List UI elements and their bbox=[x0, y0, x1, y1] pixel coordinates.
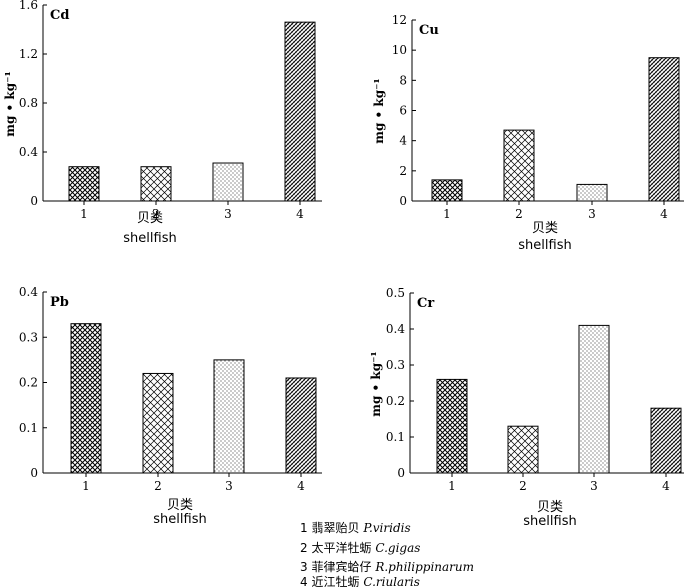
bar-2 bbox=[142, 372, 174, 474]
y-tick-label: 4 bbox=[399, 134, 407, 148]
y-tick-label: 0.4 bbox=[19, 145, 38, 159]
legend-item-1: 1 翡翠贻贝 P.viridis bbox=[300, 521, 411, 535]
y-tick-label: 8 bbox=[399, 73, 407, 87]
y-tick-label: 0.2 bbox=[19, 376, 38, 390]
x-axis-label-en: shellfish bbox=[153, 512, 206, 527]
bar-1 bbox=[431, 179, 463, 202]
x-tick-label: 3 bbox=[224, 207, 232, 221]
y-tick-label: 1.2 bbox=[19, 47, 38, 61]
x-axis-label-zh: 贝类 bbox=[537, 500, 563, 515]
panel-label: Cd bbox=[50, 8, 69, 23]
x-tick-label: 2 bbox=[515, 207, 523, 221]
y-tick-label: 0 bbox=[397, 466, 405, 480]
y-tick-label: 0.2 bbox=[386, 394, 405, 408]
bar-3 bbox=[213, 359, 245, 474]
x-axis-label-zh: 贝类 bbox=[532, 221, 558, 236]
y-axis-label: mg • kg⁻¹ bbox=[369, 351, 383, 416]
bar-1 bbox=[70, 323, 102, 474]
x-tick-label: 2 bbox=[154, 479, 162, 493]
x-tick-label: 3 bbox=[590, 479, 598, 493]
x-tick-label: 1 bbox=[80, 207, 88, 221]
y-tick-label: 0.1 bbox=[386, 430, 405, 444]
legend-item-4: 4 近江牡蛎 C.riularis bbox=[300, 574, 420, 587]
x-tick-label: 1 bbox=[443, 207, 451, 221]
x-tick-label: 3 bbox=[588, 207, 596, 221]
y-tick-label: 0 bbox=[399, 194, 407, 208]
bar-4 bbox=[285, 377, 317, 474]
x-tick-label: 2 bbox=[519, 479, 527, 493]
panel-label: Pb bbox=[50, 295, 69, 310]
x-axis-label-zh: 贝类 bbox=[167, 498, 193, 513]
y-tick-label: 2 bbox=[399, 164, 407, 178]
x-tick-label: 2 bbox=[152, 207, 160, 221]
bar-3 bbox=[212, 162, 244, 202]
bar-3 bbox=[576, 183, 608, 202]
bar-4 bbox=[284, 21, 316, 202]
x-tick-label: 4 bbox=[662, 479, 670, 493]
y-axis-label: mg • kg⁻¹ bbox=[372, 78, 386, 143]
bar-3 bbox=[578, 324, 610, 474]
y-tick-label: 0 bbox=[30, 466, 38, 480]
y-tick-label: 1.6 bbox=[19, 0, 38, 12]
y-tick-label: 0.4 bbox=[386, 322, 405, 336]
y-tick-label: 6 bbox=[399, 104, 407, 118]
x-tick-label: 1 bbox=[82, 479, 90, 493]
x-axis-label-zh: 贝类 bbox=[137, 211, 163, 226]
panel-cd: 0 0.4 0.8 1.2 1.6 1 2 3 4 Cd 贝类 shellfish mg • kg⁻¹ bbox=[3, 0, 322, 246]
x-tick-label: 3 bbox=[225, 479, 233, 493]
y-tick-label: 0.5 bbox=[386, 286, 405, 300]
y-axis-label: mg • kg⁻¹ bbox=[3, 71, 17, 136]
x-tick-label: 1 bbox=[448, 479, 456, 493]
legend-item-3: 3 菲律宾蛤仔 R.philippinarum bbox=[300, 559, 474, 574]
y-tick-label: 10 bbox=[392, 43, 407, 57]
x-axis-label-en: shellfish bbox=[518, 238, 571, 253]
bar-2 bbox=[503, 129, 535, 202]
bar-4 bbox=[648, 57, 680, 202]
bar-4 bbox=[650, 407, 682, 474]
legend-item-2: 2 太平洋牡蛎 C.gigas bbox=[300, 540, 420, 555]
y-tick-label: 0.4 bbox=[19, 285, 38, 299]
x-tick-label: 4 bbox=[660, 207, 668, 221]
y-tick-label: 0.8 bbox=[19, 96, 38, 110]
x-axis-label-en: shellfish bbox=[123, 231, 176, 246]
bar-1 bbox=[68, 166, 100, 202]
bar-2 bbox=[140, 166, 172, 202]
x-tick-label: 4 bbox=[297, 479, 305, 493]
y-tick-label: 0.3 bbox=[386, 358, 405, 372]
panel-label: Cu bbox=[419, 23, 439, 38]
bar-2 bbox=[507, 425, 539, 474]
y-tick-label: 0 bbox=[30, 194, 38, 208]
y-tick-label: 0.1 bbox=[19, 421, 38, 435]
x-tick-label: 4 bbox=[296, 207, 304, 221]
bar-1 bbox=[436, 378, 468, 474]
panel-label: Cr bbox=[417, 296, 434, 311]
y-tick-label: 0.3 bbox=[19, 330, 38, 344]
legend: 1 翡翠贻贝 P.viridis 2 太平洋牡蛎 C.gigas 3 菲律宾蛤仔… bbox=[300, 521, 474, 587]
x-axis-label-en: shellfish bbox=[523, 514, 576, 529]
y-tick-label: 12 bbox=[392, 13, 407, 27]
